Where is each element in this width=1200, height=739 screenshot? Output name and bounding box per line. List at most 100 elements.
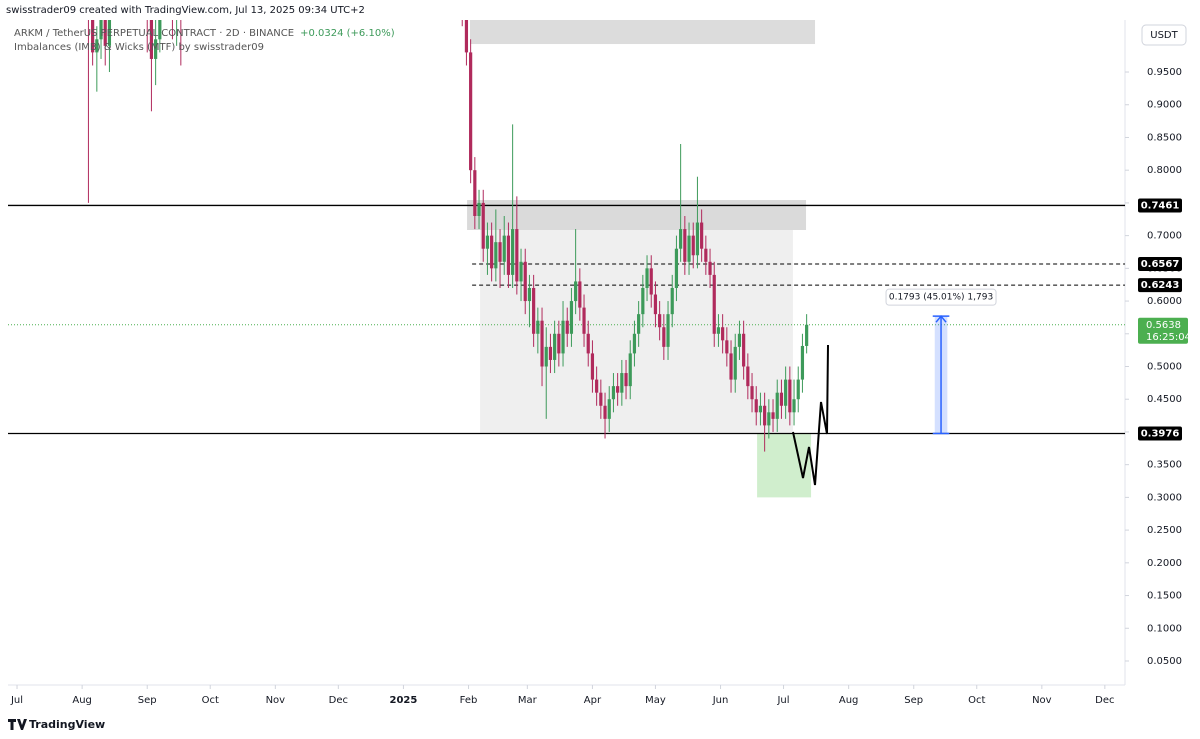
candle-body — [540, 320, 544, 367]
candle-body — [733, 346, 737, 380]
y-tick-label: 0.2500 — [1147, 525, 1182, 536]
x-tick-label: Jun — [712, 695, 729, 706]
candle-body — [506, 235, 511, 275]
y-tick-label: 0.8000 — [1147, 165, 1182, 176]
y-tick-label: 0.9000 — [1147, 100, 1182, 111]
candle-body — [565, 320, 569, 334]
level-label: 0.6567 — [1141, 259, 1180, 270]
candle-body — [666, 314, 670, 347]
axes: 0.95000.90000.85000.80000.75000.70000.65… — [10, 67, 1182, 706]
x-tick-label: Dec — [1095, 695, 1114, 706]
zone — [757, 433, 812, 498]
candle-body — [527, 287, 532, 302]
y-tick-label: 0.2000 — [1147, 558, 1182, 569]
x-tick-label: Feb — [460, 695, 478, 706]
candle-body — [742, 333, 746, 367]
x-tick-label: Jul — [10, 695, 23, 706]
candle-body — [792, 399, 796, 413]
zone — [467, 200, 807, 230]
candle-body — [569, 301, 574, 334]
candle-body — [511, 229, 515, 275]
candle-body — [154, 39, 158, 59]
candle-body — [624, 373, 628, 387]
x-tick-label: Mar — [518, 695, 538, 706]
candle-body — [595, 379, 599, 393]
candle-body — [716, 327, 721, 334]
y-tick-label: 0.6000 — [1147, 296, 1182, 307]
candle-body — [620, 373, 624, 393]
candle-body — [763, 405, 767, 426]
candle-body — [687, 235, 691, 262]
candle-body — [708, 261, 712, 275]
candle-body — [469, 52, 473, 171]
x-tick-label: Oct — [968, 695, 985, 706]
x-tick-label: 2025 — [390, 695, 418, 706]
x-tick-label: May — [645, 695, 666, 706]
y-tick-label: 0.4500 — [1147, 394, 1182, 405]
candle-body — [649, 268, 653, 295]
candle-body — [754, 399, 758, 413]
y-tick-label: 0.5000 — [1147, 362, 1182, 373]
y-tick-label: 0.1500 — [1147, 591, 1182, 602]
candle-body — [582, 307, 586, 334]
candle-body — [599, 392, 603, 406]
candle-body — [658, 314, 662, 328]
candle-body — [494, 242, 498, 269]
candle-body — [674, 248, 679, 288]
candle-body — [767, 412, 771, 426]
candle-body — [607, 399, 611, 419]
candle-body — [800, 345, 805, 380]
candle-body — [721, 327, 725, 341]
candle-body — [578, 281, 582, 308]
candle-body — [796, 379, 800, 400]
last-price-label: 0.5638 — [1146, 320, 1181, 331]
candle-body — [603, 405, 607, 419]
candle-body — [574, 281, 578, 302]
x-tick-label: Dec — [329, 695, 348, 706]
x-tick-label: Sep — [138, 695, 157, 706]
measure-label: 0.1793 (45.01%) 1,793 — [889, 293, 993, 303]
candle-body — [515, 229, 519, 282]
candle-body — [641, 287, 645, 315]
candle-body — [103, 20, 107, 46]
measure-tool: 0.1793 (45.01%) 1,793 — [885, 288, 997, 435]
y-tick-label: 0.3000 — [1147, 492, 1182, 503]
candle-body — [628, 353, 632, 387]
header: swisstrader09 created with TradingView.c… — [6, 5, 365, 16]
candle-body — [464, 20, 469, 53]
candle-body — [653, 294, 658, 315]
candle-body — [611, 386, 616, 400]
candle-body — [590, 353, 595, 380]
candle-body — [683, 229, 687, 262]
candle-body — [750, 386, 754, 400]
candle-body — [158, 20, 162, 40]
candle-body — [632, 333, 637, 354]
candle-body — [729, 353, 733, 380]
logo-icon — [8, 719, 27, 730]
indicator-label: Imbalances (IMB) & Wicks (MTF) by swisst… — [14, 42, 264, 53]
candle-body — [99, 20, 103, 40]
candle-body — [700, 222, 704, 249]
candle-body — [536, 320, 540, 334]
candle-body — [771, 412, 775, 419]
y-tick-label: 0.8500 — [1147, 132, 1182, 143]
candle-body — [586, 333, 590, 354]
candle-body — [95, 39, 99, 53]
candle-body — [91, 20, 95, 53]
candle-body — [704, 248, 708, 262]
level-label-box — [1138, 256, 1182, 271]
x-tick-label: Aug — [839, 695, 859, 706]
candle-body — [149, 20, 154, 59]
candle-body — [523, 261, 527, 302]
y-tick-label: 0.3500 — [1147, 460, 1182, 471]
candle-body — [670, 287, 674, 315]
x-tick-label: Nov — [266, 695, 286, 706]
x-tick-label: Aug — [72, 695, 92, 706]
candle-body — [502, 235, 506, 262]
candle-body — [498, 242, 502, 262]
candle-body — [532, 287, 536, 334]
candle-body — [805, 324, 809, 346]
candles — [87, 20, 809, 452]
candle-body — [695, 222, 700, 256]
